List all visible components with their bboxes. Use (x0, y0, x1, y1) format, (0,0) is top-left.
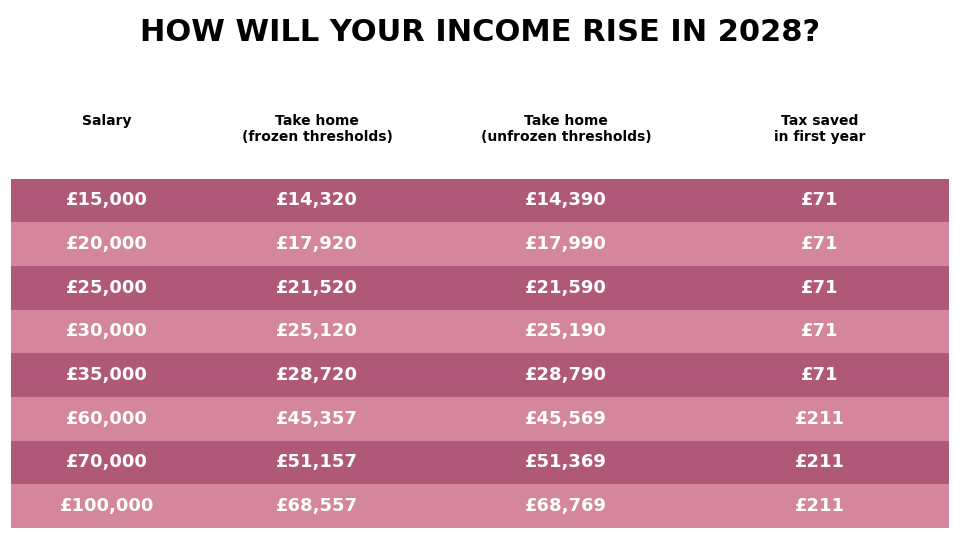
Text: £211: £211 (795, 497, 845, 515)
Text: £28,790: £28,790 (525, 366, 607, 384)
Text: £15,000: £15,000 (65, 192, 148, 210)
Text: £20,000: £20,000 (65, 235, 148, 253)
Bar (11, 179, 949, 222)
Text: £25,000: £25,000 (65, 279, 148, 297)
Text: £68,557: £68,557 (276, 497, 358, 515)
Bar (11, 266, 949, 309)
Text: £71: £71 (801, 192, 839, 210)
Bar (11, 222, 949, 266)
Text: £100,000: £100,000 (60, 497, 154, 515)
Text: Take home
(unfrozen thresholds): Take home (unfrozen thresholds) (481, 114, 652, 144)
Text: £14,320: £14,320 (276, 192, 358, 210)
Text: £51,157: £51,157 (276, 454, 358, 471)
Bar (11, 484, 949, 528)
Text: £71: £71 (801, 366, 839, 384)
Text: £71: £71 (801, 279, 839, 297)
Text: £14,390: £14,390 (525, 192, 607, 210)
Text: £45,357: £45,357 (276, 410, 358, 428)
Bar (11, 441, 949, 484)
Text: HOW WILL YOUR INCOME RISE IN 2028?: HOW WILL YOUR INCOME RISE IN 2028? (140, 17, 820, 46)
Text: £51,369: £51,369 (525, 454, 607, 471)
Text: £71: £71 (801, 322, 839, 340)
Text: £45,569: £45,569 (525, 410, 607, 428)
Bar (11, 353, 949, 397)
Text: £60,000: £60,000 (65, 410, 148, 428)
Text: £71: £71 (801, 235, 839, 253)
Text: £211: £211 (795, 454, 845, 471)
Text: Salary: Salary (82, 114, 132, 128)
Text: Take home
(frozen thresholds): Take home (frozen thresholds) (242, 114, 393, 144)
Text: £17,990: £17,990 (525, 235, 607, 253)
Text: £28,720: £28,720 (276, 366, 358, 384)
Text: £25,120: £25,120 (276, 322, 358, 340)
Text: £30,000: £30,000 (65, 322, 148, 340)
Text: £35,000: £35,000 (65, 366, 148, 384)
Text: £25,190: £25,190 (525, 322, 607, 340)
Text: Tax saved
in first year: Tax saved in first year (774, 114, 866, 144)
Text: £70,000: £70,000 (65, 454, 148, 471)
Bar (11, 397, 949, 441)
Text: £17,920: £17,920 (276, 235, 358, 253)
Text: £211: £211 (795, 410, 845, 428)
Text: £21,520: £21,520 (276, 279, 358, 297)
Text: £68,769: £68,769 (525, 497, 607, 515)
Bar (11, 309, 949, 353)
Text: £21,590: £21,590 (525, 279, 607, 297)
